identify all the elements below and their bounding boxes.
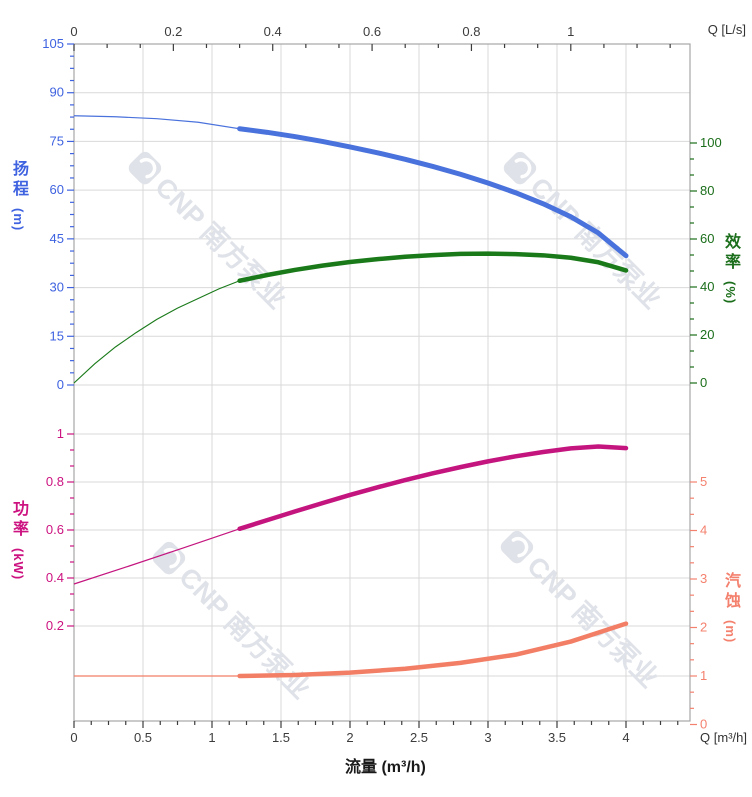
q-bottom-unit-label: Q [m³/h]	[700, 730, 747, 745]
svg-text:45: 45	[50, 231, 64, 246]
npsh-axis-title: 汽蚀 (m)	[720, 572, 740, 643]
head-axis-title: 扬程 (m)	[8, 160, 28, 231]
svg-text:0: 0	[57, 377, 64, 392]
svg-text:0.6: 0.6	[363, 24, 381, 39]
svg-text:0: 0	[700, 375, 707, 390]
svg-text:1.5: 1.5	[272, 730, 290, 745]
npsh-axis-title-text: 汽蚀	[722, 572, 739, 612]
svg-text:60: 60	[50, 182, 64, 197]
svg-text:0.6: 0.6	[46, 522, 64, 537]
svg-text:105: 105	[42, 36, 64, 51]
svg-text:2.5: 2.5	[410, 730, 428, 745]
svg-text:0.8: 0.8	[462, 24, 480, 39]
svg-text:100: 100	[700, 135, 722, 150]
svg-text:0.4: 0.4	[264, 24, 282, 39]
svg-text:3: 3	[700, 571, 707, 586]
efficiency_pct-curve	[237, 251, 629, 284]
svg-text:3.5: 3.5	[548, 730, 566, 745]
svg-text:4: 4	[700, 523, 707, 538]
efficiency-axis-title-text: 效率	[722, 233, 739, 273]
svg-text:0.8: 0.8	[46, 474, 64, 489]
svg-text:0.4: 0.4	[46, 570, 64, 585]
svg-text:2: 2	[700, 620, 707, 635]
cnp-watermark-2: CNP 南方泵业	[152, 541, 317, 705]
flow-axis-title: 流量 (m³/h)	[345, 759, 426, 776]
svg-text:CNP 南方泵业: CNP 南方泵业	[149, 171, 293, 315]
svg-text:1: 1	[567, 24, 574, 39]
cnp-watermark-0: CNP 南方泵业	[128, 151, 293, 315]
svg-text:2: 2	[346, 730, 353, 745]
svg-text:4: 4	[622, 730, 629, 745]
power-axis-title: 功率 (kW)	[8, 500, 28, 580]
npsh-axis-unit: (m)	[723, 620, 739, 644]
svg-text:5: 5	[700, 474, 707, 489]
svg-text:0: 0	[70, 24, 77, 39]
efficiency_pct-curve-thin	[73, 280, 240, 384]
svg-text:75: 75	[50, 133, 64, 148]
svg-text:1: 1	[700, 668, 707, 683]
svg-text:1: 1	[208, 730, 215, 745]
head_m-curve	[237, 126, 629, 259]
svg-text:CNP 南方泵业: CNP 南方泵业	[524, 171, 668, 315]
head-axis-unit: (m)	[11, 208, 27, 232]
svg-text:30: 30	[50, 280, 64, 295]
svg-text:0: 0	[700, 717, 707, 732]
svg-text:0.5: 0.5	[134, 730, 152, 745]
cnp-watermark-3: CNP 南方泵业	[500, 530, 665, 694]
cnp-watermark-1: CNP 南方泵业	[503, 151, 668, 315]
power_kW-curve-thin	[73, 528, 240, 585]
npsh_m-curve	[237, 621, 629, 679]
efficiency-axis-title: 效率 (%)	[720, 233, 740, 304]
svg-text:CNP 南方泵业: CNP 南方泵业	[173, 561, 317, 705]
svg-text:0: 0	[70, 730, 77, 745]
svg-text:80: 80	[700, 183, 714, 198]
svg-text:15: 15	[50, 328, 64, 343]
svg-text:CNP 南方泵业: CNP 南方泵业	[521, 550, 665, 694]
svg-text:60: 60	[700, 231, 714, 246]
q-top-unit-label: Q [L/s]	[707, 22, 746, 37]
power-axis-unit: (kW)	[11, 548, 27, 581]
svg-text:0.2: 0.2	[164, 24, 182, 39]
svg-text:3: 3	[484, 730, 491, 745]
svg-text:1: 1	[57, 426, 64, 441]
svg-text:20: 20	[700, 327, 714, 342]
efficiency-axis-unit: (%)	[723, 281, 739, 305]
power-axis-title-text: 功率	[10, 500, 27, 540]
head_m-curve-thin	[73, 115, 240, 130]
svg-text:0.2: 0.2	[46, 618, 64, 633]
power_kW-curve	[237, 444, 629, 532]
svg-text:90: 90	[50, 85, 64, 100]
head-axis-title-text: 扬程	[10, 160, 27, 200]
svg-text:40: 40	[700, 279, 714, 294]
